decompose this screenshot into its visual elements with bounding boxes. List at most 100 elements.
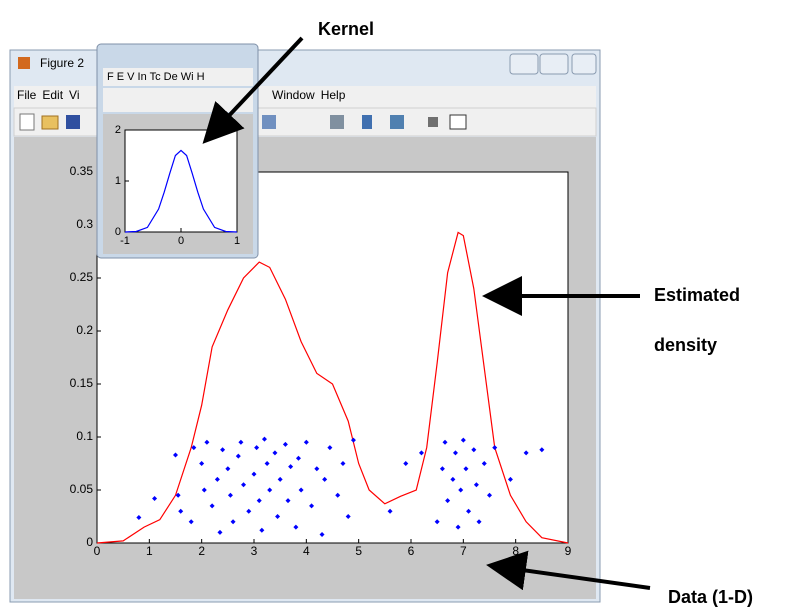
x-tick-label: 3 bbox=[251, 544, 258, 558]
data-point bbox=[178, 508, 184, 514]
x-tick-label: 4 bbox=[303, 544, 310, 558]
data-point bbox=[473, 482, 479, 488]
annotation: density bbox=[654, 335, 717, 355]
data-point bbox=[466, 508, 472, 514]
main-chart: 0 1 2 3 4 5 6 7 8 9 0 0.05 0.1 0.15 0.2 0.25 0.3 0.35 bbox=[70, 164, 572, 558]
app-icon bbox=[18, 57, 30, 69]
y-tick-label: 0.35 bbox=[70, 164, 94, 178]
data-point bbox=[220, 447, 226, 453]
data-point bbox=[261, 436, 267, 442]
data-point bbox=[199, 461, 205, 466]
data-point bbox=[277, 476, 283, 482]
menu-item[interactable]: Help bbox=[321, 88, 346, 102]
data-point bbox=[241, 482, 247, 488]
data-point bbox=[214, 476, 220, 482]
data-point bbox=[254, 445, 260, 451]
data-point bbox=[282, 441, 288, 447]
data-point bbox=[492, 445, 498, 451]
data-point bbox=[209, 503, 215, 509]
data-point bbox=[309, 503, 315, 509]
data-point bbox=[487, 492, 492, 498]
data-point bbox=[327, 445, 333, 451]
y-tick-label: 0.05 bbox=[70, 482, 94, 496]
minimize-button[interactable] bbox=[509, 53, 539, 75]
x-tick-label: 1 bbox=[234, 235, 240, 247]
window-title: Figure 2 bbox=[40, 56, 84, 70]
data-point bbox=[267, 487, 273, 493]
data-point bbox=[152, 495, 158, 501]
data-point bbox=[191, 445, 197, 451]
data-point bbox=[539, 447, 545, 453]
y-tick-label: 0 bbox=[115, 226, 121, 238]
toolbar-icons bbox=[19, 113, 467, 131]
menu-item[interactable]: Vi bbox=[69, 88, 79, 102]
kernel-menu: F E V In Tc De Wi H bbox=[107, 71, 205, 83]
data-point bbox=[293, 524, 299, 530]
data-point bbox=[238, 439, 244, 445]
x-tick-label: 5 bbox=[355, 544, 362, 558]
x-tick-label: 7 bbox=[460, 544, 467, 558]
data-point bbox=[188, 519, 194, 525]
close-button[interactable] bbox=[571, 53, 597, 75]
data-point bbox=[445, 498, 451, 504]
data-point bbox=[295, 455, 301, 461]
kernel-axes bbox=[124, 129, 238, 233]
data-point bbox=[387, 508, 393, 514]
data-point bbox=[450, 476, 456, 482]
menu-left: File Edit Vi bbox=[17, 88, 79, 102]
y-tick-label: 1 bbox=[115, 175, 121, 187]
data-point bbox=[340, 461, 346, 466]
y-tick-label: 0.3 bbox=[76, 217, 93, 231]
data-point bbox=[227, 492, 233, 498]
y-tick-label: 0.2 bbox=[76, 323, 93, 337]
menu-item[interactable]: Edit bbox=[42, 88, 63, 102]
data-point bbox=[303, 439, 309, 445]
data-point bbox=[434, 519, 440, 525]
annotation: Data (1-D) bbox=[668, 587, 753, 607]
data-point bbox=[288, 464, 294, 470]
menu-item[interactable]: File bbox=[17, 88, 37, 102]
data-point bbox=[452, 450, 458, 456]
data-point bbox=[418, 450, 424, 456]
data-point bbox=[442, 439, 448, 445]
arrow bbox=[202, 36, 304, 144]
kernel-menu-bar bbox=[103, 68, 253, 86]
data-point bbox=[285, 498, 291, 504]
data-point bbox=[481, 461, 487, 466]
data-point bbox=[256, 498, 262, 504]
data-point bbox=[201, 487, 207, 493]
data-point bbox=[272, 450, 278, 456]
data-point bbox=[136, 515, 142, 521]
x-tick-label: 0 bbox=[178, 235, 184, 247]
x-tick-label: 2 bbox=[198, 544, 205, 558]
data-point bbox=[458, 487, 464, 493]
data-point bbox=[476, 519, 482, 525]
maximize-button[interactable] bbox=[539, 53, 569, 75]
data-point bbox=[523, 450, 529, 456]
data-point bbox=[259, 527, 265, 533]
data-point bbox=[319, 532, 325, 538]
y-tick-label: 0.25 bbox=[70, 270, 94, 284]
data-point bbox=[322, 476, 328, 482]
data-point bbox=[173, 452, 178, 458]
data-point bbox=[471, 447, 477, 453]
data-point bbox=[298, 487, 304, 493]
annotation: Kernel bbox=[318, 19, 374, 39]
data-point bbox=[345, 514, 351, 519]
x-tick-label: 0 bbox=[94, 544, 101, 558]
menu-item[interactable]: Window bbox=[272, 88, 315, 102]
y-tick-label: 0.1 bbox=[76, 429, 93, 443]
x-tick-label: -1 bbox=[120, 235, 130, 247]
annotation: Estimated bbox=[654, 285, 740, 305]
y-tick-label: 0 bbox=[86, 535, 93, 549]
x-tick-label: 8 bbox=[512, 544, 519, 558]
kernel-toolbar bbox=[103, 88, 253, 112]
x-tick-label: 1 bbox=[146, 544, 153, 558]
data-point bbox=[225, 466, 231, 472]
y-tick-label: 2 bbox=[115, 124, 121, 136]
data-point bbox=[175, 492, 181, 498]
data-point bbox=[314, 466, 320, 472]
